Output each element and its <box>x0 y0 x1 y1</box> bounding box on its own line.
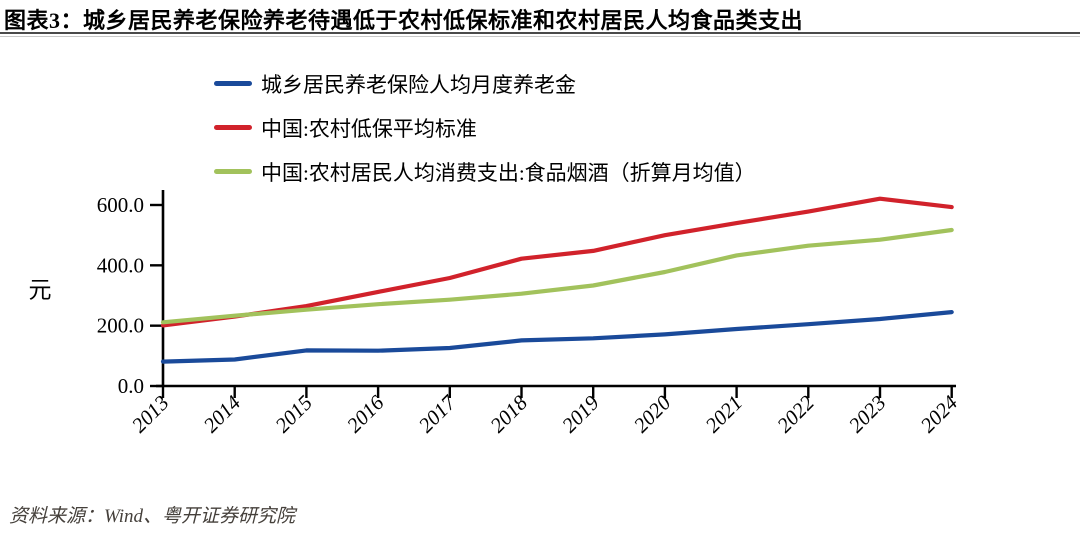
legend-label: 城乡居民养老保险人均月度养老金 <box>261 72 576 97</box>
y-axis-tick-label: 600.0 <box>97 193 144 217</box>
x-axis-tick-label: 2021 <box>700 391 747 438</box>
x-axis-tick-label: 2018 <box>485 390 532 437</box>
title-divider-shadow <box>0 36 1080 37</box>
legend-label: 中国:农村居民人均消费支出:食品烟酒（折算月均值） <box>261 160 756 185</box>
chart-area: 0.0 200.0 400.0 600.0 2013 2014 2015 2016 2017 20… <box>0 180 1080 480</box>
legend-line-swatch <box>214 169 252 174</box>
y-axis-title: 元 <box>29 277 52 302</box>
legend-line-swatch <box>214 81 252 86</box>
legend-item-2: 中国:农村居民人均消费支出:食品烟酒（折算月均值） <box>214 158 756 185</box>
source-note: 资料来源：Wind、粤开证券研究院 <box>9 506 296 527</box>
legend-line-swatch <box>214 125 252 130</box>
x-axis-tick-label: 2020 <box>629 390 676 437</box>
title-divider <box>0 32 1080 34</box>
legend-item-1: 中国:农村低保平均标准 <box>214 114 756 141</box>
x-axis-tick-label: 2019 <box>557 390 604 437</box>
x-axis-tick-label: 2017 <box>414 390 462 438</box>
x-axis-tick-label: 2016 <box>342 390 389 437</box>
y-axis-tick-label: 200.0 <box>97 314 144 338</box>
x-axis-tick-label: 2015 <box>270 391 317 438</box>
series-line-0 <box>160 310 954 364</box>
legend-item-0: 城乡居民养老保险人均月度养老金 <box>214 70 756 97</box>
x-axis-tick-label: 2023 <box>844 391 891 438</box>
x-axis-tick-label: 2022 <box>772 390 819 437</box>
x-axis-tick-label: 2014 <box>199 390 246 437</box>
legend-label: 中国:农村低保平均标准 <box>261 116 477 141</box>
chart-title: 图表3：城乡居民养老保险养老待遇低于农村低保标准和农村居民人均食品类支出 <box>4 8 804 33</box>
y-axis-tick-label: 400.0 <box>97 253 144 277</box>
chart-legend: 城乡居民养老保险人均月度养老金 中国:农村低保平均标准中国:农村居民人均消费支出:… <box>214 70 756 202</box>
y-axis-tick-label: 0.0 <box>118 374 144 398</box>
series-line-2 <box>160 227 954 325</box>
x-axis-tick-label: 2024 <box>916 390 963 437</box>
series-line-1 <box>160 196 954 328</box>
